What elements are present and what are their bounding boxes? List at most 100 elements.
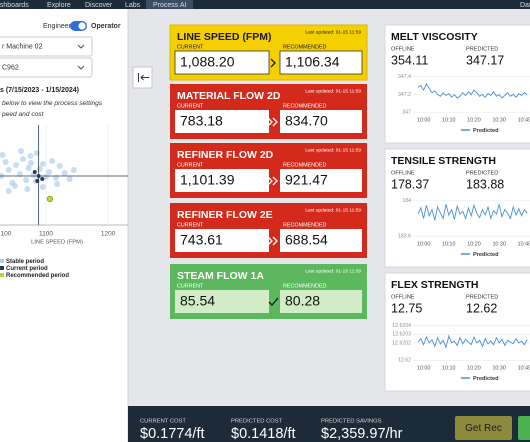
current-value: 1,088.20 xyxy=(180,54,235,70)
scatter-point xyxy=(24,186,31,192)
value-box xyxy=(175,169,269,192)
scatter-point xyxy=(25,165,32,171)
footer-label: CURRENT COST xyxy=(140,419,186,425)
scatter-point xyxy=(70,167,77,173)
card-title: TENSILE STRENGTH xyxy=(391,155,496,167)
recommended-value: 688.54 xyxy=(285,232,328,248)
x-tick-label: 10:20 xyxy=(467,241,481,247)
scatter-point xyxy=(39,184,46,190)
series-line xyxy=(417,203,528,221)
y-tick-label: 12.6203 xyxy=(392,332,411,338)
current-value: 783.18 xyxy=(180,113,223,129)
arrow-icon xyxy=(267,176,278,186)
hint-text: below to view the process settings xyxy=(2,100,103,107)
field-label: RECOMMENDED xyxy=(283,283,327,289)
scatter-point xyxy=(46,195,54,203)
field-label: CURRENT xyxy=(177,222,204,228)
field-label: PREDICTED xyxy=(466,46,498,52)
nav-item: ashboards xyxy=(0,2,29,9)
apply-button[interactable] xyxy=(518,416,530,440)
value-box xyxy=(175,290,269,313)
y-tick-label: 347.4 xyxy=(398,74,411,80)
y-tick-label: 12.6204 xyxy=(392,323,411,329)
field-label: PREDICTED xyxy=(466,170,498,176)
value-box xyxy=(280,169,362,192)
x-tick-label: 10:30 xyxy=(492,117,506,123)
scatter-point xyxy=(27,153,34,159)
x-tick-label: 10:20 xyxy=(467,117,481,123)
top-nav xyxy=(0,0,530,9)
scatter-point xyxy=(5,188,12,194)
footer-value: $0.1774/ft xyxy=(140,426,205,442)
offline-value: 12.75 xyxy=(391,301,422,315)
x-tick-label: 10:20 xyxy=(467,365,481,371)
x-tick-label: 1100 xyxy=(39,231,53,238)
legend-label: Stable period xyxy=(6,259,44,265)
scatter-point xyxy=(23,177,30,183)
x-tick-label: 10:10 xyxy=(442,241,456,247)
y-tick-label: 184 xyxy=(402,198,411,204)
scatter-point xyxy=(49,158,56,164)
card-title: REFINER FLOW 2D xyxy=(177,149,274,161)
product-select[interactable] xyxy=(0,57,93,78)
scatter-point xyxy=(18,148,25,154)
footer-label: PREDICTED SAVINGS xyxy=(321,419,382,425)
current-value: 85.54 xyxy=(180,293,215,309)
footer-value: $0.1418/ft xyxy=(231,426,296,442)
arrow-icon xyxy=(267,117,278,127)
card-title: MATERIAL FLOW 2D xyxy=(177,90,281,102)
y-tick-label: 12.62 xyxy=(398,358,411,364)
predicted-value: 12.62 xyxy=(466,301,497,315)
field-label: CURRENT xyxy=(177,162,204,168)
scatter-point xyxy=(46,169,53,175)
scatter-point xyxy=(32,170,37,174)
nav-item: Labs xyxy=(125,2,141,9)
x-tick-label: 10:10 xyxy=(442,117,456,123)
updated: Last updated: 01-15 11:59 xyxy=(305,207,361,213)
updated: Last updated: 01-15 11:59 xyxy=(305,147,361,153)
current-value: 1,101.39 xyxy=(180,172,235,188)
nav-item: Process AI xyxy=(153,2,187,9)
y-tick-label: 12.6202 xyxy=(392,340,411,346)
nav-item: Explore xyxy=(47,2,71,9)
recommended-value: 1,106.34 xyxy=(285,54,340,70)
nav-item: Discover xyxy=(85,2,113,9)
select-value: r Machine 02 xyxy=(2,43,43,50)
scatter-point xyxy=(42,174,49,180)
predicted-value: 183.88 xyxy=(466,177,504,191)
footer-label: PREDICTED COST xyxy=(231,419,283,425)
button-label: Get Rec xyxy=(465,423,502,434)
scatter-point xyxy=(36,166,43,172)
legend-swatch xyxy=(0,266,4,270)
scatter-point xyxy=(28,160,35,166)
period-text: s (7/15/2023 - 1/15/2024) xyxy=(0,87,79,94)
recommended-value: 834.70 xyxy=(285,113,328,129)
card-title: MELT VISCOSITY xyxy=(391,31,478,43)
y-tick-label: 347.2 xyxy=(398,92,411,98)
x-axis-label: LINE SPEED (FPM) xyxy=(31,240,83,246)
field-label: PREDICTED xyxy=(466,294,498,300)
field-label: RECOMMENDED xyxy=(283,162,327,168)
value-box xyxy=(175,229,269,252)
x-tick-label: 100 xyxy=(1,231,12,238)
updated: Last updated: 01-15 11:59 xyxy=(305,268,361,274)
get-rec-button[interactable] xyxy=(455,416,512,440)
scatter-point xyxy=(54,181,61,187)
field-label: CURRENT xyxy=(177,44,204,50)
scatter-point xyxy=(5,167,12,173)
field-label: RECOMMENDED xyxy=(283,222,327,228)
machine-select[interactable] xyxy=(0,36,93,57)
scatter-point xyxy=(2,159,9,165)
y-tick-label: 347 xyxy=(402,110,411,116)
scatter-point xyxy=(19,156,26,162)
scatter-point xyxy=(13,162,20,168)
arrow-icon xyxy=(270,58,276,68)
arrow-icon xyxy=(267,236,278,246)
legend-label: Recommended period xyxy=(6,273,69,279)
field-label: RECOMMENDED xyxy=(283,103,327,109)
updated: Last updated: 01-15 11:59 xyxy=(305,88,361,94)
x-tick-label: 10:00 xyxy=(417,241,431,247)
